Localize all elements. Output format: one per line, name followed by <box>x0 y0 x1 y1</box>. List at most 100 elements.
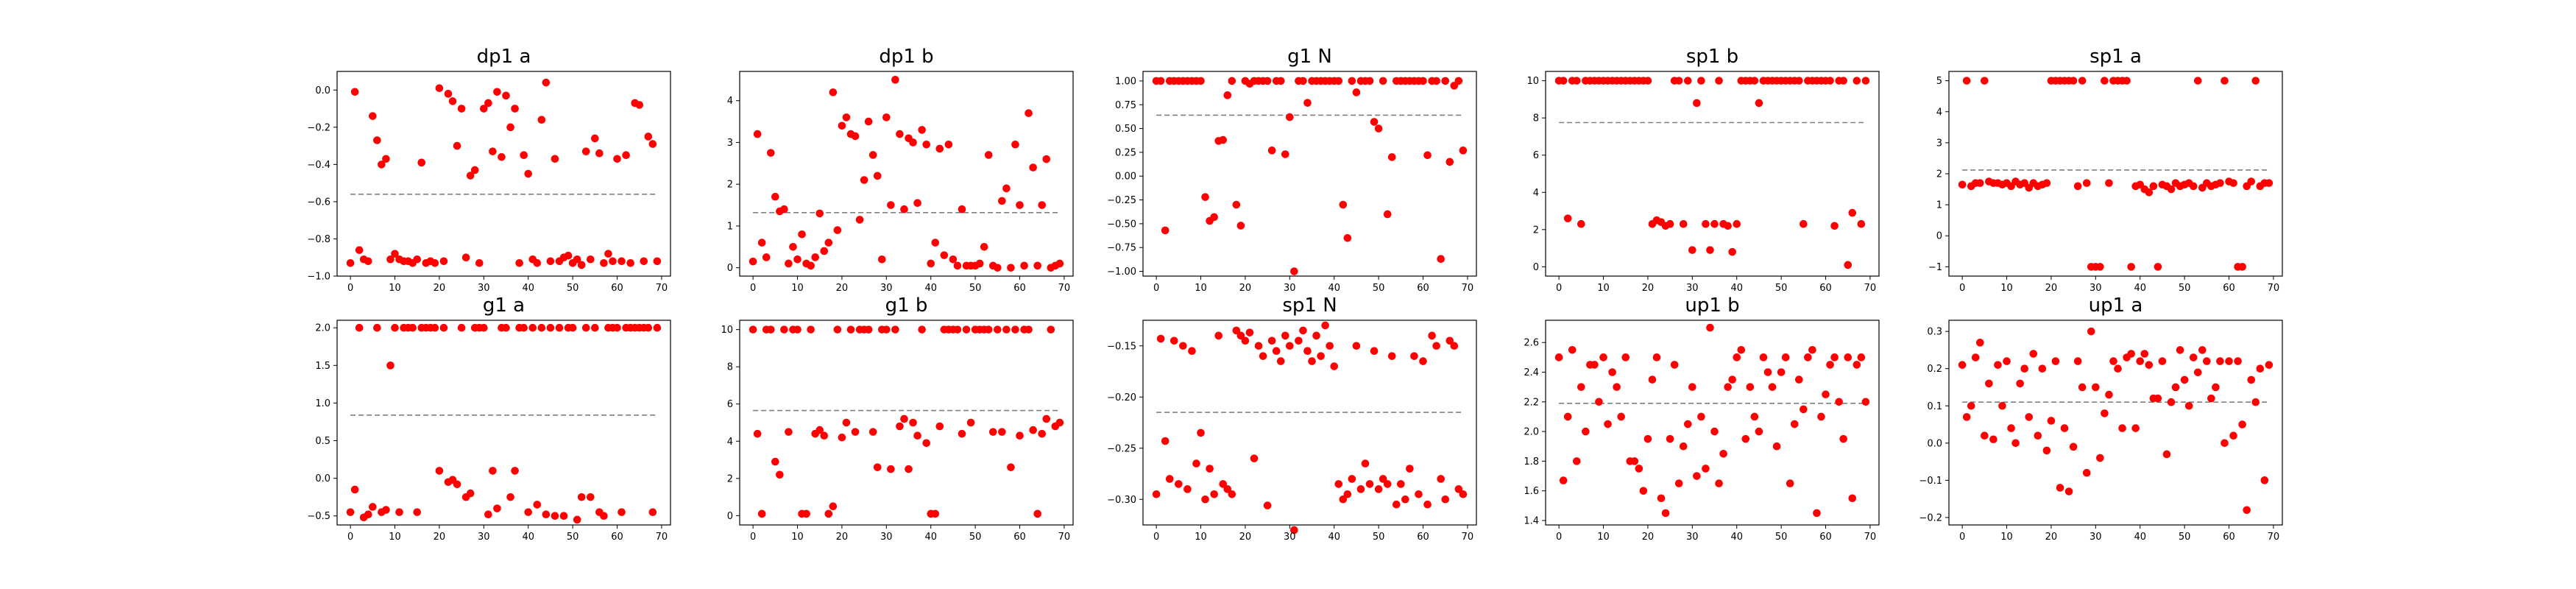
data-point <box>537 116 546 124</box>
panel-6: g1 b 0 10 20 30 40 50 60 70 0 2 4 6 8 10 <box>721 294 1074 543</box>
data-point <box>386 255 394 264</box>
data-point <box>1962 77 1971 85</box>
data-point <box>2251 77 2260 85</box>
data-point <box>2123 77 2131 85</box>
data-point <box>1674 479 1683 487</box>
data-point <box>2243 506 2251 515</box>
data-point <box>355 323 364 332</box>
data-point <box>900 205 908 214</box>
data-point <box>798 230 806 239</box>
data-point <box>820 431 829 440</box>
data-point <box>1055 259 1064 268</box>
data-point <box>1962 413 1971 421</box>
y-tick-label: 2.0 <box>315 323 330 334</box>
data-point <box>749 257 757 266</box>
x-tick-label: 20 <box>434 532 446 543</box>
data-point <box>635 101 644 109</box>
data-point <box>577 493 586 501</box>
data-point <box>1219 480 1228 488</box>
data-point <box>533 259 542 267</box>
data-point <box>1228 77 1236 85</box>
data-point <box>966 418 975 427</box>
data-point <box>1007 264 1015 272</box>
y-tick-label: 0 <box>1936 231 1942 242</box>
data-point <box>591 134 599 143</box>
data-point <box>1741 434 1750 443</box>
data-point <box>1967 401 1975 410</box>
data-point <box>586 493 595 501</box>
data-point <box>1604 420 1612 428</box>
data-point <box>2105 179 2113 187</box>
data-point <box>2042 446 2051 455</box>
data-point <box>1706 323 1714 332</box>
data-point <box>1387 352 1396 360</box>
data-point <box>1661 509 1670 518</box>
data-point <box>958 429 966 438</box>
data-point <box>2265 179 2274 187</box>
data-point <box>1848 494 1857 503</box>
data-point <box>2096 263 2104 271</box>
y-tick-label: 1 <box>727 221 733 232</box>
panel-title: g1 N <box>1287 46 1332 68</box>
x-tick-label: 0 <box>1153 532 1159 543</box>
data-point <box>2203 357 2211 365</box>
data-point <box>1697 77 1705 85</box>
data-point <box>887 465 895 473</box>
data-point <box>1975 339 1984 347</box>
data-point <box>1432 77 1440 85</box>
data-point <box>1152 490 1161 498</box>
data-point <box>1170 336 1178 345</box>
data-point <box>413 255 422 264</box>
y-tick-label: 0.0 <box>1927 438 1942 449</box>
x-tick-label: 0 <box>1556 532 1562 543</box>
data-point <box>1383 480 1392 488</box>
panel-title: g1 a <box>483 294 525 317</box>
data-point <box>1303 347 1312 356</box>
data-point <box>1582 427 1590 436</box>
data-point <box>546 257 555 266</box>
data-point <box>475 259 484 267</box>
data-point <box>2105 390 2113 399</box>
data-point <box>780 205 788 214</box>
x-tick-label: 0 <box>1959 532 1965 543</box>
x-tick-label: 50 <box>567 532 579 543</box>
data-point <box>1016 201 1024 209</box>
y-tick-label: 0 <box>727 511 733 522</box>
data-point <box>413 508 422 516</box>
data-point <box>2265 361 2274 369</box>
x-tick-label: 50 <box>1373 283 1385 294</box>
axes-frame <box>1142 71 1477 277</box>
x-tick-label: 50 <box>969 532 982 543</box>
data-point <box>391 323 399 332</box>
data-point <box>1683 77 1692 85</box>
data-point <box>581 147 590 155</box>
data-point <box>1192 459 1200 468</box>
data-point <box>1197 428 1205 437</box>
data-point <box>1643 77 1652 85</box>
data-point <box>498 152 506 161</box>
panel-7: sp1 N 0 10 20 30 40 50 60 70 −0.30 −0.25 −0.20 −0.15 <box>1107 294 1477 543</box>
data-point <box>771 457 779 466</box>
y-tick-label: 0 <box>1533 262 1539 273</box>
data-point <box>1210 490 1218 498</box>
data-point <box>2180 375 2189 384</box>
data-point <box>2114 364 2122 373</box>
data-point <box>868 428 877 436</box>
x-tick-label: 30 <box>2090 532 2102 543</box>
data-point <box>1777 368 1786 376</box>
data-point <box>2047 417 2056 425</box>
data-point <box>1330 362 1339 370</box>
data-point <box>1312 331 1320 340</box>
data-point <box>762 253 771 261</box>
data-point <box>1352 342 1361 350</box>
data-point <box>2025 413 2034 421</box>
axes-frame <box>1545 71 1880 277</box>
data-point <box>2007 424 2015 432</box>
data-point <box>1786 479 1794 487</box>
panel-title: dp1 a <box>477 46 531 68</box>
data-point <box>1652 353 1661 361</box>
data-point <box>1781 353 1790 361</box>
data-point <box>824 239 833 247</box>
data-point <box>1441 495 1450 504</box>
panel-8: up1 b 0 10 20 30 40 50 60 70 1.4 1.6 1.8 2.0 2.2 2.4 2.… <box>1524 294 1880 543</box>
